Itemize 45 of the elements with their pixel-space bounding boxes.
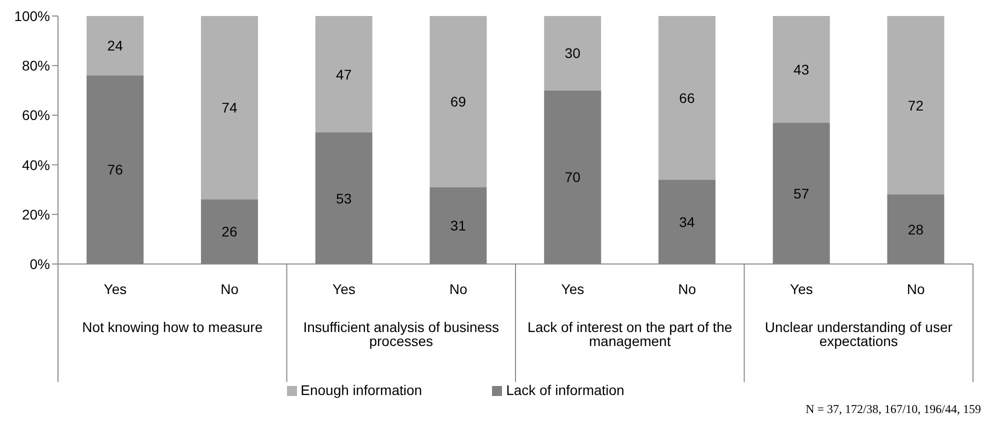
data-label: 76 [107, 162, 124, 178]
bar [544, 16, 602, 90]
bar [200, 16, 258, 200]
data-label: 72 [908, 97, 924, 114]
x-tick-label: Yes [104, 281, 127, 297]
data-label: 66 [679, 90, 695, 106]
y-tick-label: 80% [22, 58, 50, 74]
x-tick-label: No [220, 281, 239, 297]
text: Unclear understanding of user expectations [764, 318, 953, 349]
data-label: 24 [107, 38, 124, 54]
data-label: 26 [222, 224, 238, 240]
y-tick-label: 40% [22, 156, 50, 173]
x-tick-label: Yes [561, 281, 584, 297]
bar [430, 16, 487, 188]
data-label: 47 [336, 66, 352, 82]
y-tick-label: 100% [14, 8, 50, 24]
data-label: 34 [679, 214, 695, 230]
data-label: 74 [222, 100, 238, 116]
data-label: 28 [908, 221, 924, 238]
x-tick-label: No [906, 281, 925, 297]
bar [887, 16, 944, 195]
y-tick-label: 0% [30, 256, 50, 272]
x-tick-label: No [449, 281, 468, 297]
data-label: 31 [450, 218, 466, 234]
data-label: 30 [564, 45, 581, 62]
data-label: 69 [450, 94, 466, 110]
text: Insufficient analysis of business processes [303, 318, 500, 349]
y-tick-label: 20% [22, 206, 50, 222]
bar [86, 16, 144, 76]
x-tick-label: No [678, 281, 696, 297]
data-label: 43 [794, 61, 810, 78]
bar [315, 16, 372, 133]
legend-label: Lack of information [506, 382, 624, 398]
text: Lack of interest on the part of the management [528, 318, 732, 349]
data-label: 57 [794, 185, 810, 202]
legend-label: Enough information [300, 382, 422, 398]
bar [658, 16, 716, 180]
bar [772, 16, 830, 123]
x-tick-label: Yes [332, 281, 356, 297]
y-tick-label: 60% [22, 107, 50, 124]
text: N = 37, 172/38, 167/10, 196/44, 159 [804, 402, 981, 417]
data-label: 53 [336, 190, 352, 206]
text: Not knowing how to measure [82, 318, 263, 335]
x-tick-label: Yes [790, 281, 813, 297]
data-label: 70 [564, 169, 581, 186]
